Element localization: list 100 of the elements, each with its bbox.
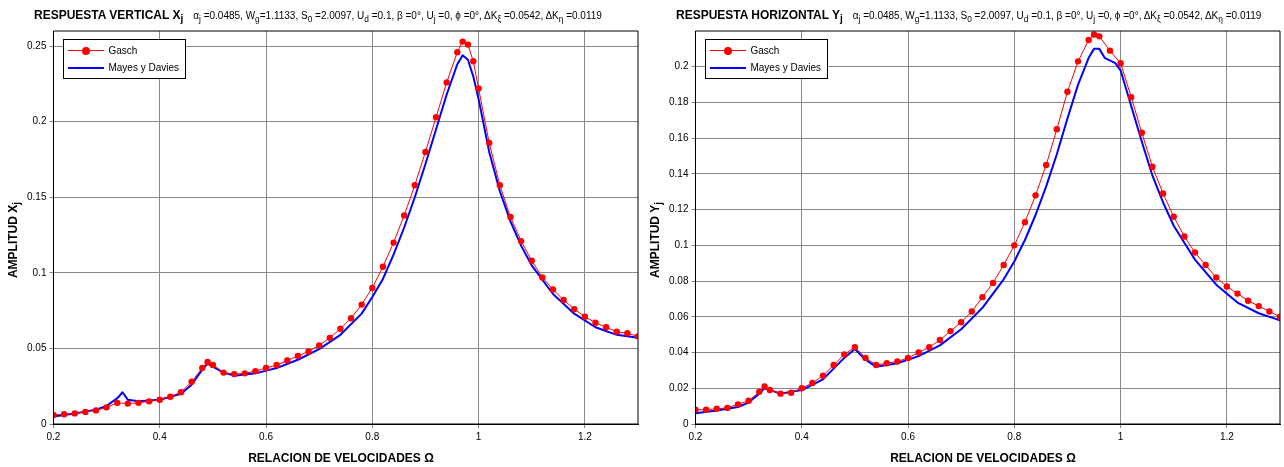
x-tick-label: 0.4 <box>794 430 810 442</box>
y-tick-label: 0.2 <box>674 60 689 72</box>
point <box>734 401 742 408</box>
y-tick-label: 0.18 <box>668 96 689 108</box>
point <box>1223 283 1231 290</box>
point <box>1213 274 1220 281</box>
y-tick-label: 0.04 <box>668 346 689 358</box>
y-tick-label: 0.06 <box>668 310 689 322</box>
y-tick-label: 0.1 <box>32 266 47 278</box>
point <box>851 343 859 351</box>
point <box>347 314 355 322</box>
y-tick-label: 0.02 <box>668 382 689 394</box>
point <box>1202 261 1209 269</box>
x-tick-label: 0.6 <box>259 430 274 442</box>
x-tick-label: 1.2 <box>1219 430 1235 442</box>
point <box>1096 33 1103 40</box>
x-tick-label: 1.2 <box>577 430 593 442</box>
point <box>926 343 933 351</box>
point <box>1000 261 1007 269</box>
point <box>904 354 912 362</box>
point <box>294 352 302 360</box>
point <box>1128 93 1135 101</box>
x-tick-label: 1 <box>1117 430 1124 442</box>
point <box>284 357 291 364</box>
point <box>1170 213 1177 220</box>
point <box>968 308 975 315</box>
y-tick-label: 0.1 <box>674 239 689 251</box>
point <box>624 330 631 337</box>
point <box>337 325 344 332</box>
point <box>114 399 121 407</box>
point <box>798 385 805 392</box>
y-tick-label: 0.25 <box>26 39 47 51</box>
point <box>809 379 816 387</box>
point <box>1090 31 1098 38</box>
point <box>766 386 774 394</box>
point <box>1244 297 1252 304</box>
point <box>411 181 419 189</box>
x-tick-label: 0.8 <box>1007 430 1022 442</box>
point <box>957 318 965 326</box>
point <box>1255 302 1262 310</box>
point <box>756 388 763 396</box>
point <box>199 364 206 372</box>
point <box>454 48 461 56</box>
point <box>830 361 837 369</box>
point <box>390 239 397 246</box>
point <box>422 148 429 156</box>
point <box>713 405 720 413</box>
point <box>230 370 238 378</box>
point <box>71 410 78 417</box>
x-tick-label: 0.8 <box>365 430 380 442</box>
point <box>443 79 450 86</box>
point <box>872 361 880 369</box>
point <box>496 181 504 189</box>
point <box>241 370 248 377</box>
point <box>167 393 174 400</box>
text: α$_{j}$ =0.0485, W$_{g}$=1.1133, S$_{0}$ =2.0097, U$_{d}$ =0.1, β =0°, U$_{j}$ =0, ϕ =0°, ΔK$_{ξ}$ =0.0542, ΔK$_{η}$ =0.0119 <box>852 10 1262 24</box>
point <box>464 41 472 48</box>
point <box>103 404 110 411</box>
point <box>1064 88 1071 95</box>
y-tick-label: 0.16 <box>668 131 689 143</box>
point <box>145 398 153 405</box>
y-tick-label: 0.2 <box>32 115 47 127</box>
point <box>1011 242 1018 249</box>
point <box>571 305 578 313</box>
x-tick-label: 0.2 <box>46 430 61 442</box>
point <box>761 383 768 390</box>
point <box>124 400 132 407</box>
point <box>432 113 440 121</box>
point <box>369 284 376 292</box>
chart-title: RESPUESTA VERTICAL X$_{j}$ <box>34 8 184 25</box>
point <box>1159 190 1167 197</box>
point <box>1032 192 1039 199</box>
point <box>92 407 100 414</box>
point <box>1042 161 1050 169</box>
y-tick-label: 0.15 <box>26 191 47 203</box>
point <box>819 372 827 379</box>
point <box>209 361 217 369</box>
legend-label: Gasch <box>750 45 780 56</box>
x-tick-label: 0.4 <box>152 430 168 442</box>
point <box>979 293 986 301</box>
point <box>1191 249 1199 256</box>
point <box>507 213 514 221</box>
legend-label: Gasch <box>108 45 138 56</box>
point <box>947 327 954 335</box>
point <box>177 389 185 396</box>
point <box>560 296 567 304</box>
point <box>1266 308 1273 315</box>
point <box>470 58 477 65</box>
y-tick-label: 0.05 <box>26 342 47 354</box>
point <box>1149 163 1156 170</box>
y-tick-label: 0.08 <box>668 274 689 286</box>
point <box>262 364 270 372</box>
point <box>539 274 546 281</box>
point <box>528 257 535 264</box>
point <box>841 351 848 358</box>
point <box>613 328 620 335</box>
point <box>326 334 333 342</box>
point <box>777 390 784 397</box>
x-tick-label: 1 <box>475 430 482 442</box>
x-axis-title: RELACION DE VELOCIDADES Ω <box>247 451 435 465</box>
